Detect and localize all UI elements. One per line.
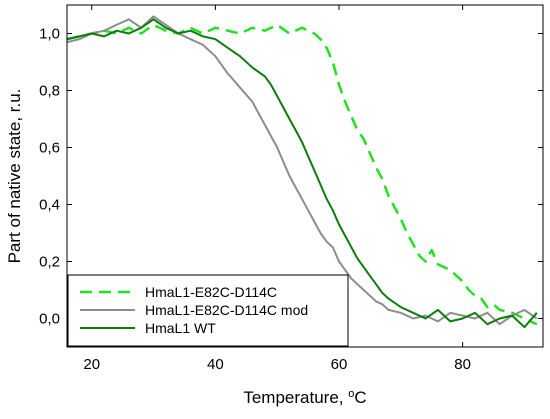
series-line-2: [67, 15, 538, 326]
series-layer: [67, 15, 538, 329]
x-axis-title-main: Temperature,: [243, 388, 348, 407]
legend-box: [67, 274, 349, 347]
x-axis-title-superscript: o: [348, 388, 354, 400]
x-tick-label: 80: [454, 356, 471, 373]
y-tick-label: 0,4: [39, 197, 60, 214]
legend: HmaL1-E82C-D114C HmaL1-E82C-D114C mod HmaL…: [67, 274, 349, 347]
y-axis-title: Part of native state, r.u.: [5, 89, 24, 264]
x-axis-title-unit: C: [354, 388, 366, 407]
y-tick-label: 0,0: [39, 311, 60, 328]
y-tick-label: 0,6: [39, 140, 60, 157]
y-tick-label: 0,2: [39, 254, 60, 271]
series-line-3: [67, 18, 538, 329]
x-axis-title: Temperature, oC: [243, 388, 366, 407]
x-tick-label: 60: [331, 356, 348, 373]
x-tick-label: 20: [83, 356, 100, 373]
y-tick-label: 0,8: [39, 83, 60, 100]
x-tick-label: 40: [207, 356, 224, 373]
plot-frame: [66, 4, 544, 348]
legend-label-1: HmaL1-E82C-D114C: [145, 284, 277, 300]
legend-label-3: HmaL1 WT: [145, 320, 216, 336]
legend-label-2: HmaL1-E82C-D114C mod: [145, 302, 308, 318]
ticks-layer: 20 40 60 80 0,0 0,2 0,4 0,6 0,8 1,0: [39, 5, 543, 373]
y-tick-label: 1,0: [39, 26, 60, 43]
